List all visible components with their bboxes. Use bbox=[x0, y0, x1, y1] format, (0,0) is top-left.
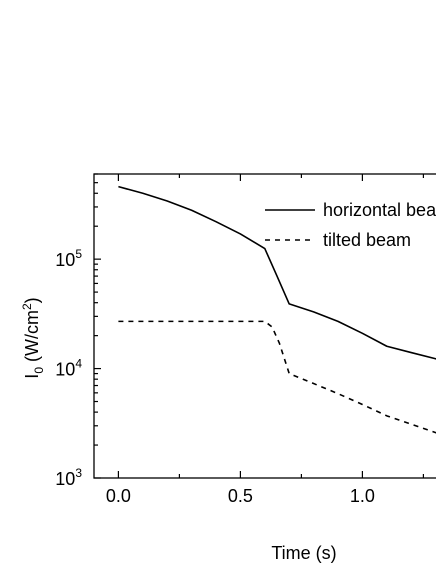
legend-label-horizontal-beam: horizontal beam bbox=[323, 200, 436, 220]
y-tick-label: 105 bbox=[55, 247, 82, 270]
x-tick-label: 1.0 bbox=[350, 486, 375, 506]
y-axis-title-unit-sup: 2 bbox=[20, 303, 34, 310]
axis-ticks bbox=[94, 173, 424, 479]
x-tick-label: 0.5 bbox=[228, 486, 253, 506]
tick-labels: 0.0 0.5 1.0 103 104 105 bbox=[55, 247, 375, 506]
y-axis-title-sub: 0 bbox=[32, 367, 46, 374]
series-line-tilted-beam bbox=[118, 320, 436, 434]
legend-label-tilted-beam: tilted beam bbox=[323, 230, 411, 250]
plot-frame bbox=[93, 173, 436, 479]
y-axis-title: I0 (W/cm2) bbox=[20, 297, 46, 378]
x-tick-label: 0.0 bbox=[106, 486, 131, 506]
y-axis-title-unit: (W/cm bbox=[22, 310, 42, 367]
y-axis-title-unit-end: ) bbox=[22, 297, 42, 303]
series-line-horizontal-beam bbox=[118, 185, 436, 360]
y-axis-title-base: I bbox=[22, 374, 42, 379]
legend: horizontal beam tilted beam bbox=[265, 200, 436, 250]
x-axis-title: Time (s) bbox=[271, 543, 336, 563]
y-tick-label: 104 bbox=[55, 357, 82, 380]
series-layer bbox=[118, 185, 436, 434]
y-tick-label: 103 bbox=[55, 466, 82, 489]
plot-border bbox=[93, 173, 436, 479]
